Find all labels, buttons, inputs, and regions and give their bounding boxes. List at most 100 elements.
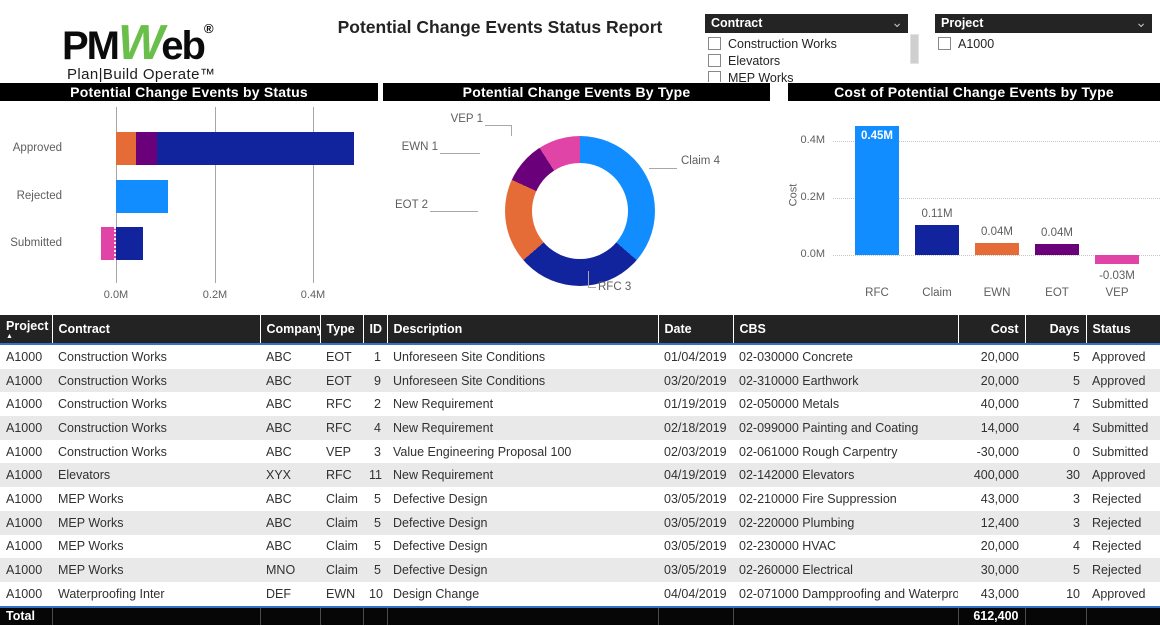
- table-cell[interactable]: A1000: [6, 468, 43, 483]
- table-cell[interactable]: Submitted: [1092, 397, 1149, 412]
- table-cell[interactable]: Unforeseen Site Conditions: [393, 373, 546, 388]
- column-header-project[interactable]: Project ▲: [0, 315, 52, 345]
- table-cell[interactable]: Submitted: [1092, 444, 1149, 459]
- table-cell[interactable]: EOT: [326, 349, 352, 364]
- table-row[interactable]: A1000 MEP Works MNO Claim 5 Defective Design 0…: [0, 558, 1160, 582]
- table-cell[interactable]: 30: [1066, 468, 1080, 483]
- table-cell[interactable]: 3: [1073, 515, 1080, 530]
- table-cell[interactable]: Claim: [326, 539, 358, 554]
- checkbox[interactable]: [708, 71, 721, 82]
- chevron-down-icon[interactable]: ⌄: [891, 14, 903, 30]
- table-cell[interactable]: 04/04/2019: [664, 586, 727, 601]
- table-cell[interactable]: A1000: [6, 420, 43, 435]
- table-cell[interactable]: MEP Works: [58, 539, 124, 554]
- table-cell[interactable]: RFC: [326, 420, 352, 435]
- table-cell[interactable]: A1000: [6, 491, 43, 506]
- table-row[interactable]: A1000 MEP Works ABC Claim 5 Defective Design 0…: [0, 510, 1160, 535]
- column-header-date[interactable]: Date: [657, 315, 733, 345]
- table-cell[interactable]: A1000: [6, 349, 43, 364]
- table-cell[interactable]: 03/05/2019: [664, 491, 727, 506]
- table-cell[interactable]: 02-220000 Plumbing: [739, 515, 855, 530]
- column-header-type[interactable]: Type: [319, 315, 363, 345]
- table-cell[interactable]: 2: [374, 397, 381, 412]
- table-cell[interactable]: 14,000: [980, 420, 1019, 435]
- column-header-contract[interactable]: Contract: [51, 315, 260, 345]
- bar-segment-claim[interactable]: [116, 180, 168, 213]
- table-cell[interactable]: Rejected: [1092, 563, 1142, 578]
- table-cell[interactable]: ABC: [266, 397, 292, 412]
- bar-segment-ewn[interactable]: [135, 132, 157, 165]
- table-cell[interactable]: XYX: [266, 468, 292, 483]
- table-cell[interactable]: 400,000: [973, 468, 1019, 483]
- bar-segment-eot[interactable]: [116, 132, 136, 165]
- table-cell[interactable]: Defective Design: [393, 563, 488, 578]
- table-cell[interactable]: 30,000: [980, 563, 1019, 578]
- bar-ewn[interactable]: [975, 242, 1019, 255]
- bar-claim[interactable]: [915, 224, 959, 255]
- table-cell[interactable]: 02-061000 Rough Carpentry: [739, 444, 898, 459]
- column-header-days[interactable]: Days: [1024, 315, 1086, 345]
- table-cell[interactable]: 02/03/2019: [664, 444, 727, 459]
- column-header-company[interactable]: Company: [259, 315, 320, 345]
- table-cell[interactable]: 43,000: [980, 491, 1019, 506]
- project-slicer-header[interactable]: Project ⌄: [935, 14, 1152, 33]
- table-cell[interactable]: 5: [374, 491, 381, 506]
- table-cell[interactable]: 4: [1073, 539, 1080, 554]
- table-cell[interactable]: Approved: [1092, 349, 1146, 364]
- table-cell[interactable]: Construction Works: [58, 349, 167, 364]
- table-cell[interactable]: 11: [369, 468, 382, 483]
- table-cell[interactable]: A1000: [6, 563, 43, 578]
- table-cell[interactable]: 5: [374, 563, 381, 578]
- table-cell[interactable]: 01/19/2019: [664, 397, 727, 412]
- table-cell[interactable]: 5: [374, 539, 381, 554]
- bar-segment-rfc[interactable]: [156, 132, 354, 165]
- table-cell[interactable]: 4: [374, 420, 381, 435]
- table-cell[interactable]: 5: [374, 515, 381, 530]
- table-cell[interactable]: 02-030000 Concrete: [739, 349, 853, 364]
- table-cell[interactable]: 4: [1073, 420, 1080, 435]
- table-cell[interactable]: 02-260000 Electrical: [739, 563, 853, 578]
- table-cell[interactable]: Unforeseen Site Conditions: [393, 349, 546, 364]
- table-cell[interactable]: MEP Works: [58, 563, 124, 578]
- column-header-id[interactable]: ID: [362, 315, 387, 345]
- table-row[interactable]: A1000 Construction Works ABC RFC 4 New Requir…: [0, 416, 1160, 440]
- table-cell[interactable]: 10: [369, 586, 383, 601]
- table-cell[interactable]: Approved: [1092, 586, 1146, 601]
- table-cell[interactable]: 02-050000 Metals: [739, 397, 840, 412]
- table-cell[interactable]: MEP Works: [58, 515, 124, 530]
- table-cell[interactable]: 20,000: [980, 349, 1019, 364]
- slicer-scrollbar[interactable]: [910, 34, 919, 64]
- table-cell[interactable]: Construction Works: [58, 444, 167, 459]
- column-header-description[interactable]: Description: [386, 315, 658, 345]
- table-cell[interactable]: Rejected: [1092, 491, 1142, 506]
- table-cell[interactable]: 7: [1073, 397, 1080, 412]
- contract-slicer-header[interactable]: Contract ⌄: [705, 14, 908, 33]
- bar-rfc[interactable]: [855, 125, 899, 255]
- table-row[interactable]: A1000 Construction Works ABC VEP 3 Value Engi…: [0, 440, 1160, 464]
- table-cell[interactable]: ABC: [266, 420, 292, 435]
- table-cell[interactable]: Value Engineering Proposal 100: [393, 444, 572, 459]
- chevron-down-icon[interactable]: ⌄: [1135, 14, 1147, 30]
- table-cell[interactable]: Design Change: [393, 586, 480, 601]
- table-cell[interactable]: 04/19/2019: [664, 468, 727, 483]
- table-cell[interactable]: 03/05/2019: [664, 563, 727, 578]
- table-cell[interactable]: 02/18/2019: [664, 420, 727, 435]
- table-row[interactable]: A1000 MEP Works ABC Claim 5 Defective Design 0…: [0, 487, 1160, 511]
- table-cell[interactable]: 02-230000 HVAC: [739, 539, 837, 554]
- table-cell[interactable]: 03/20/2019: [664, 373, 727, 388]
- table-cell[interactable]: 02-071000 Dampproofing and Waterproofing: [739, 586, 958, 601]
- slicer-item[interactable]: A1000: [935, 35, 1152, 52]
- table-row[interactable]: A1000 Construction Works ABC EOT 1 Unforeseen…: [0, 344, 1160, 369]
- table-cell[interactable]: 0: [1073, 444, 1080, 459]
- table-cell[interactable]: 3: [374, 444, 381, 459]
- table-cell[interactable]: 40,000: [980, 397, 1019, 412]
- checkbox[interactable]: [708, 37, 721, 50]
- column-header-cost[interactable]: Cost: [957, 315, 1025, 345]
- table-cell[interactable]: 5: [1073, 373, 1080, 388]
- table-cell[interactable]: 02-310000 Earthwork: [739, 373, 859, 388]
- table-cell[interactable]: A1000: [6, 444, 43, 459]
- bar-segment-vep[interactable]: [101, 227, 116, 260]
- table-cell[interactable]: EOT: [326, 373, 352, 388]
- column-header-cbs[interactable]: CBS: [732, 315, 958, 345]
- table-cell[interactable]: 5: [1073, 349, 1080, 364]
